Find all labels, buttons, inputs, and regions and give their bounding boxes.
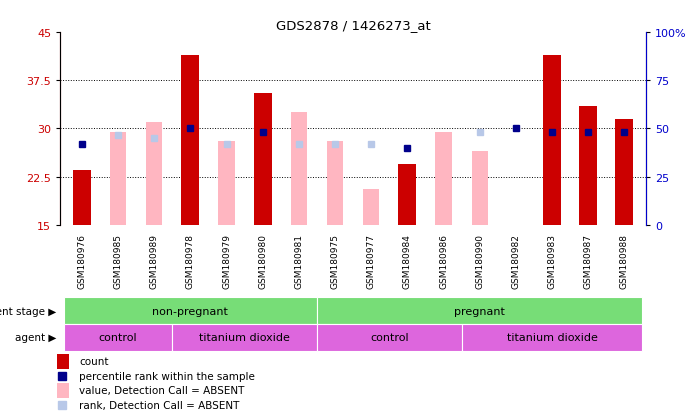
Text: GSM180986: GSM180986 (439, 234, 448, 289)
Bar (291, 113, 307, 225)
Bar (327, 142, 343, 225)
Title: GDS2878 / 1426273_at: GDS2878 / 1426273_at (276, 19, 430, 32)
Text: GSM180990: GSM180990 (475, 234, 484, 289)
Text: GSM180983: GSM180983 (547, 234, 556, 289)
Text: control: control (370, 332, 408, 343)
Text: GSM180980: GSM180980 (258, 234, 267, 289)
Text: GSM180976: GSM180976 (77, 234, 86, 289)
Bar (64, 297, 317, 324)
Bar (543, 55, 561, 225)
Bar (317, 324, 462, 351)
Text: count: count (79, 356, 109, 366)
Bar (73, 171, 91, 225)
Text: agent ▶: agent ▶ (15, 332, 57, 343)
Bar (398, 164, 417, 225)
Bar (363, 190, 379, 225)
Bar (64, 324, 172, 351)
Text: GSM180988: GSM180988 (620, 234, 629, 289)
Text: GSM180984: GSM180984 (403, 234, 412, 289)
Bar (462, 324, 643, 351)
Text: rank, Detection Call = ABSENT: rank, Detection Call = ABSENT (79, 400, 240, 410)
Bar (579, 107, 597, 225)
Bar (110, 132, 126, 225)
Text: titanium dioxide: titanium dioxide (507, 332, 598, 343)
Bar (146, 123, 162, 225)
Text: GSM180981: GSM180981 (294, 234, 303, 289)
Bar (254, 94, 272, 225)
Bar (435, 132, 452, 225)
Text: non-pregnant: non-pregnant (153, 306, 228, 316)
Text: GSM180985: GSM180985 (113, 234, 122, 289)
Text: GSM180979: GSM180979 (222, 234, 231, 289)
Text: development stage ▶: development stage ▶ (0, 306, 57, 316)
Bar (317, 297, 643, 324)
Text: GSM180987: GSM180987 (584, 234, 593, 289)
Bar (471, 152, 488, 225)
Text: GSM180977: GSM180977 (367, 234, 376, 289)
Text: GSM180982: GSM180982 (511, 234, 520, 289)
Bar (57, 354, 69, 369)
Text: pregnant: pregnant (454, 306, 505, 316)
Bar (181, 55, 200, 225)
Text: titanium dioxide: titanium dioxide (199, 332, 290, 343)
Bar (616, 119, 634, 225)
Text: GSM180975: GSM180975 (330, 234, 339, 289)
Text: control: control (99, 332, 138, 343)
Bar (218, 142, 235, 225)
Bar (172, 324, 317, 351)
Text: value, Detection Call = ABSENT: value, Detection Call = ABSENT (79, 385, 245, 395)
Text: percentile rank within the sample: percentile rank within the sample (79, 371, 256, 381)
Text: GSM180978: GSM180978 (186, 234, 195, 289)
Bar (57, 383, 69, 398)
Text: GSM180989: GSM180989 (150, 234, 159, 289)
